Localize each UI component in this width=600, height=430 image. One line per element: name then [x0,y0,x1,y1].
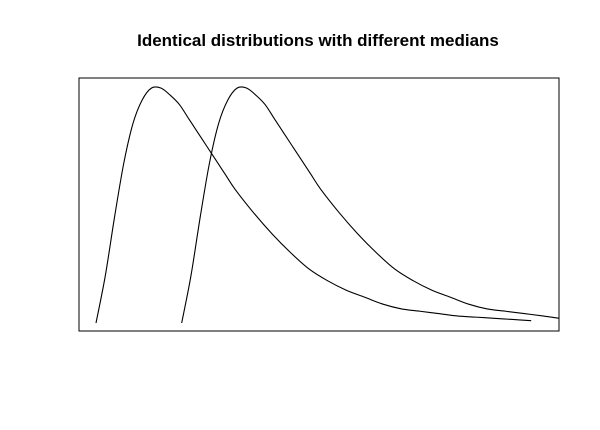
chart-title: Identical distributions with different m… [137,31,499,50]
plot-frame [78,77,560,332]
series-layer [95,86,560,324]
density-curve-1 [95,86,532,324]
density-curve-2 [181,86,560,324]
